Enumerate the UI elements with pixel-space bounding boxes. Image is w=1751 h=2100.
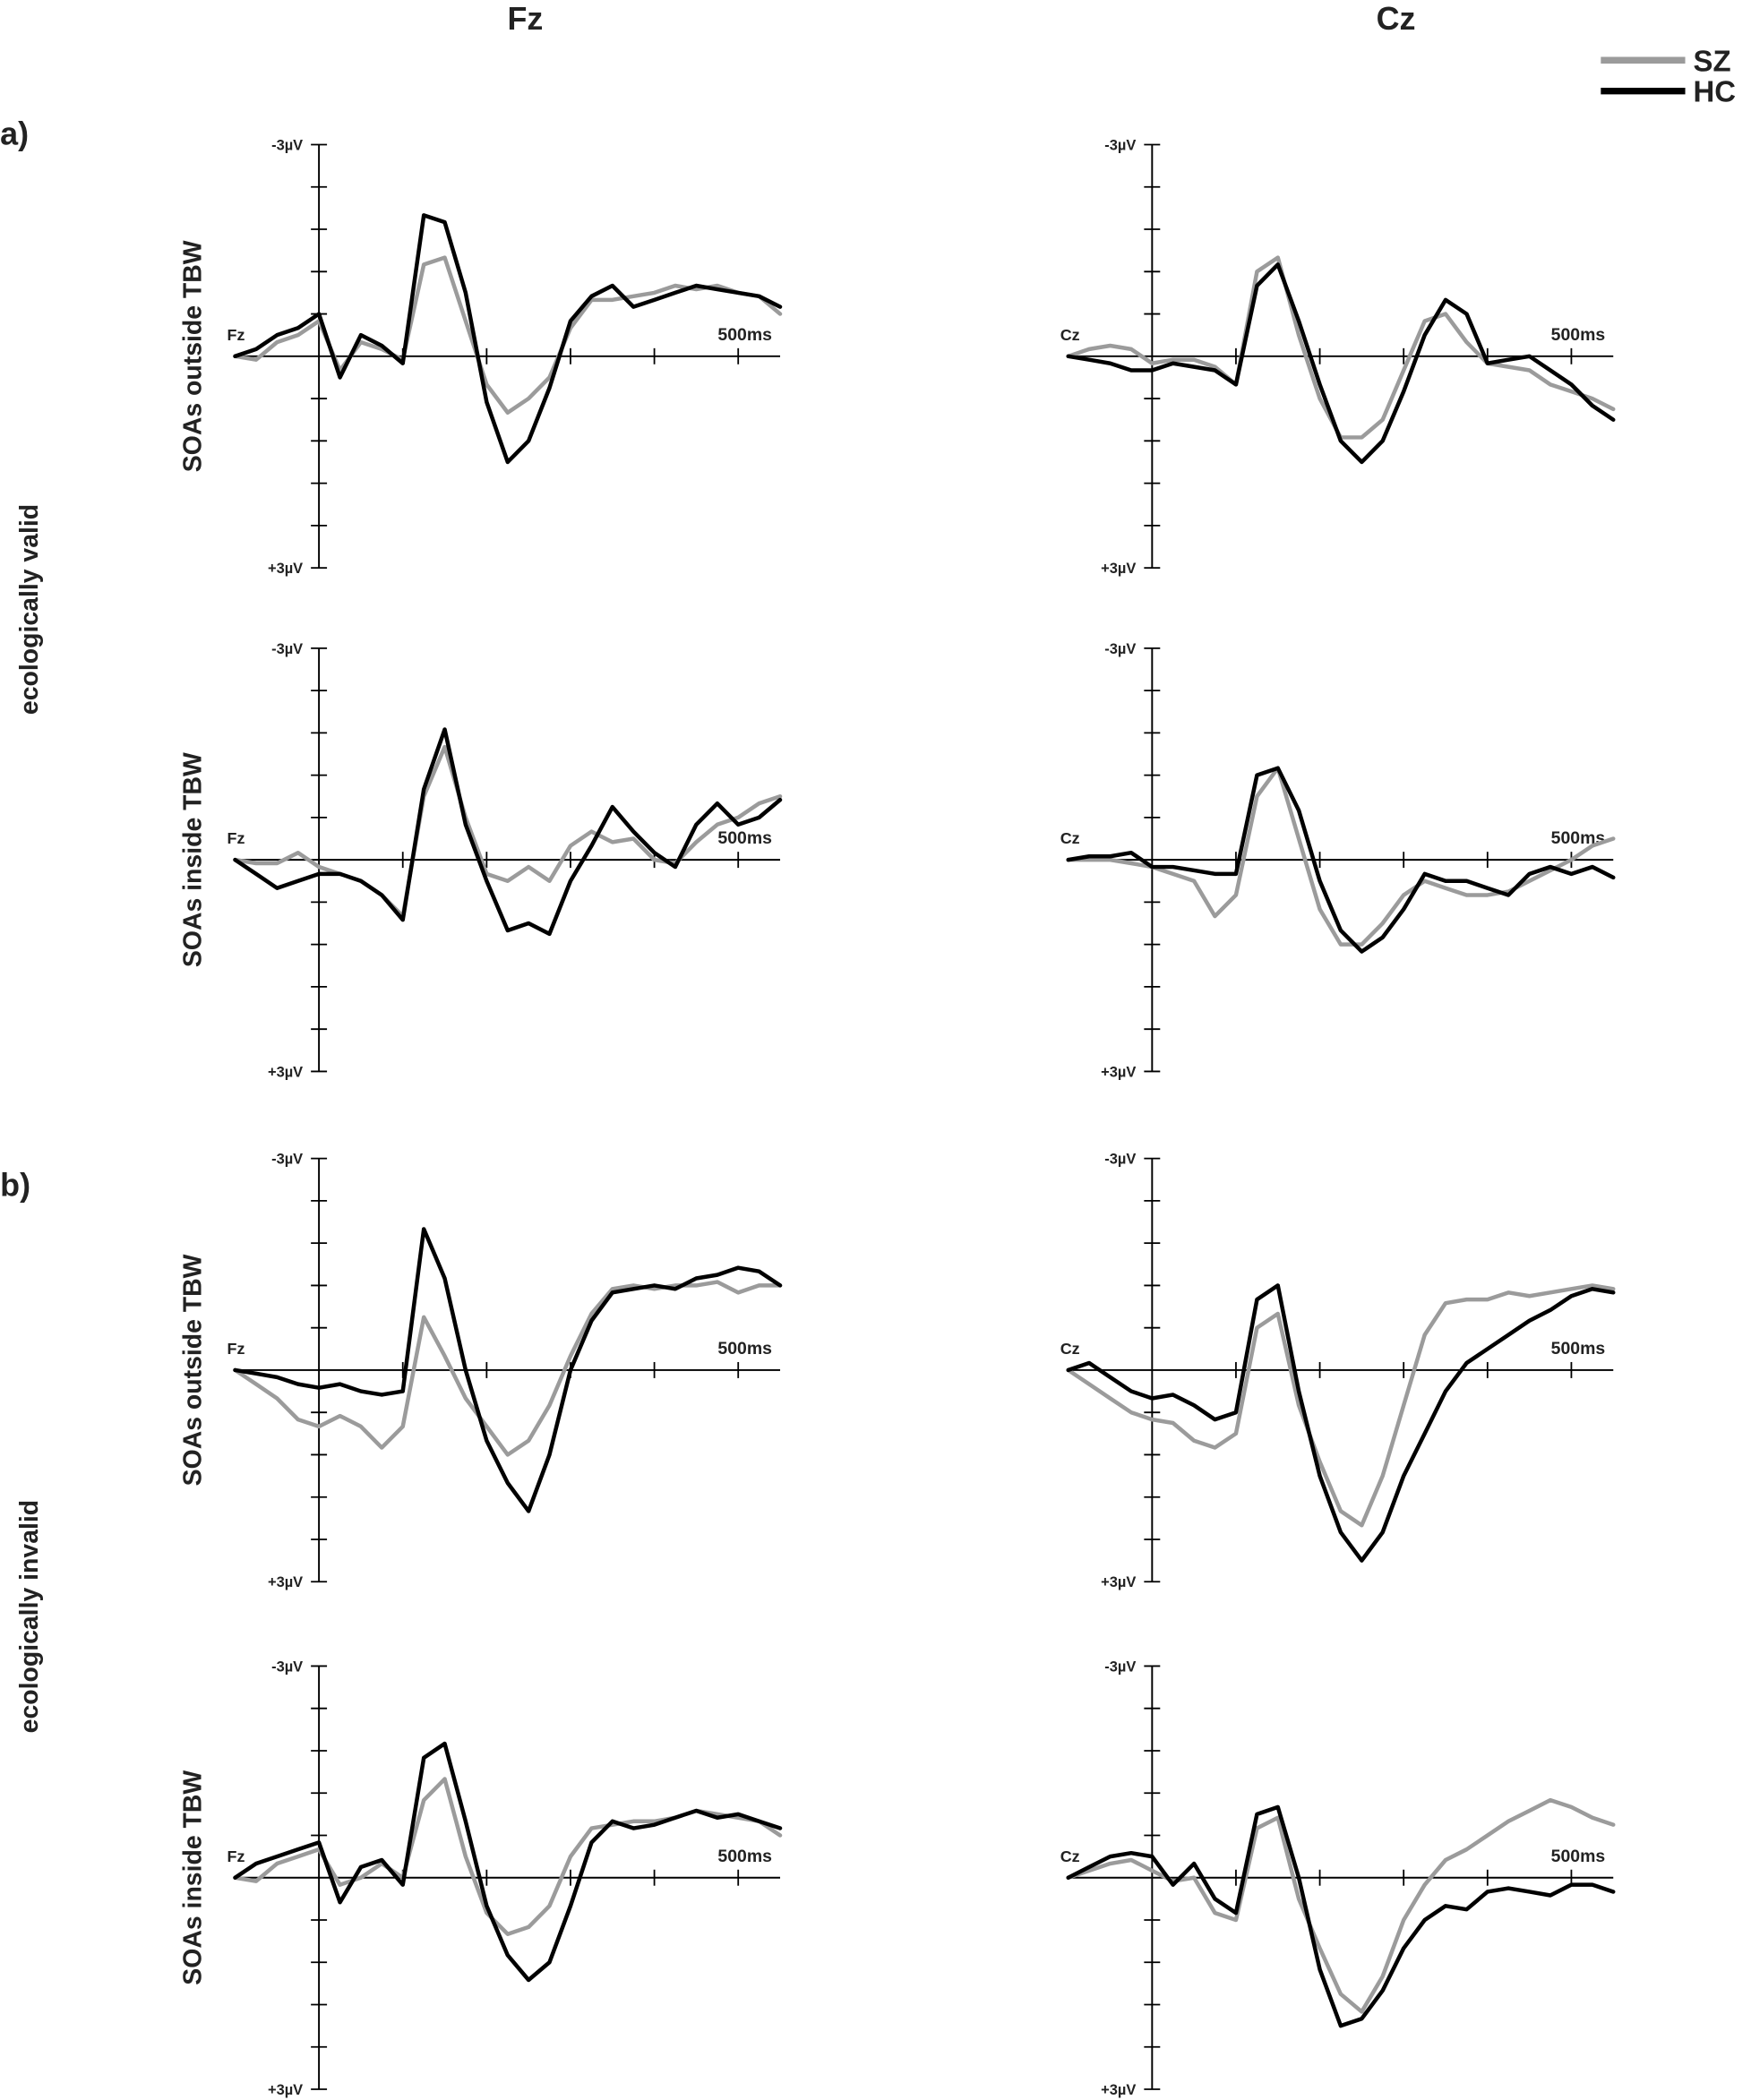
y-tick-label: -3µV	[1104, 1659, 1136, 1675]
row-group-label: b)	[0, 1168, 30, 1204]
waveform	[233, 744, 783, 919]
row-group-title: ecologically valid	[15, 504, 44, 715]
waveform	[1066, 1283, 1616, 1528]
waveform	[1066, 1283, 1616, 1563]
y-tick-label: +3µV	[268, 1574, 303, 1590]
y-tick-label: +3µV	[1101, 561, 1136, 577]
waveform	[233, 727, 783, 937]
y-tick-label: -3µV	[271, 641, 303, 657]
electrode-label: Cz	[1060, 326, 1080, 344]
x-tick-label: 500ms	[717, 1339, 772, 1359]
y-axis-label: SOAs outside TBW	[178, 240, 207, 472]
y-tick-label: +3µV	[1101, 1574, 1136, 1590]
y-tick-label: -3µV	[1104, 641, 1136, 657]
waveform	[1066, 255, 1616, 440]
x-tick-label: 500ms	[1551, 1847, 1606, 1866]
x-tick-label: 500ms	[1551, 325, 1606, 345]
waveform	[1066, 766, 1616, 954]
electrode-label: Cz	[1060, 1847, 1080, 1865]
electrode-label: Fz	[227, 829, 245, 847]
x-tick-label: 500ms	[717, 325, 772, 345]
waveform	[233, 1280, 783, 1457]
y-tick-label: +3µV	[1101, 2082, 1136, 2098]
y-tick-label: +3µV	[1101, 1064, 1136, 1080]
electrode-label: Fz	[227, 1340, 245, 1358]
row-group-title: ecologically invalid	[15, 1500, 44, 1733]
y-axis-label: SOAs outside TBW	[178, 1254, 207, 1486]
waveform	[233, 1741, 783, 1983]
electrode-label: Cz	[1060, 829, 1080, 847]
legend-label: HC	[1694, 75, 1737, 108]
legend-label: SZ	[1694, 44, 1731, 77]
column-title: Fz	[507, 1, 543, 37]
column-title: Cz	[1377, 1, 1416, 37]
waveform	[1066, 1804, 1616, 2028]
electrode-label: Fz	[227, 1847, 245, 1865]
waveform	[233, 255, 783, 416]
y-tick-label: -3µV	[271, 138, 303, 154]
waveform	[1066, 1797, 1616, 2014]
y-tick-label: -3µV	[1104, 138, 1136, 154]
x-tick-label: 500ms	[1551, 1339, 1606, 1359]
waveform	[1066, 766, 1616, 947]
waveform	[233, 1227, 783, 1513]
y-tick-label: -3µV	[1104, 1152, 1136, 1168]
y-tick-label: -3µV	[271, 1659, 303, 1675]
electrode-label: Cz	[1060, 1340, 1080, 1358]
row-group-label: a)	[0, 116, 29, 152]
x-tick-label: 500ms	[1551, 828, 1606, 848]
y-tick-label: +3µV	[268, 2082, 303, 2098]
waveform	[233, 213, 783, 465]
x-tick-label: 500ms	[717, 1847, 772, 1866]
waveform	[233, 1777, 783, 1936]
electrode-label: Fz	[227, 326, 245, 344]
x-tick-label: 500ms	[717, 828, 772, 848]
y-tick-label: -3µV	[271, 1152, 303, 1168]
y-tick-label: +3µV	[268, 561, 303, 577]
y-axis-label: SOAs inside TBW	[178, 1770, 207, 1985]
y-axis-label: SOAs inside TBW	[178, 752, 207, 967]
y-tick-label: +3µV	[268, 1064, 303, 1080]
waveform	[1066, 262, 1616, 465]
